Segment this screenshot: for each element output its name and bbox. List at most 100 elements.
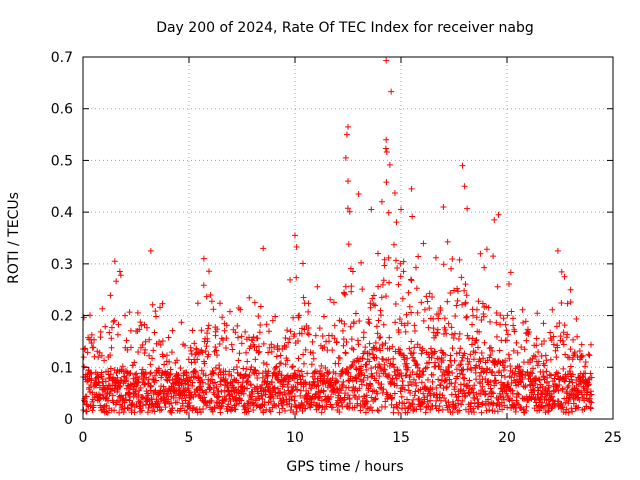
data-point	[296, 372, 303, 379]
data-point	[545, 382, 552, 389]
data-point	[471, 400, 478, 407]
data-point	[476, 372, 483, 379]
data-point	[454, 285, 461, 292]
data-point	[429, 294, 436, 301]
data-point	[233, 363, 240, 370]
data-point	[397, 273, 404, 280]
data-point	[249, 337, 256, 344]
data-point	[362, 409, 369, 416]
data-point	[555, 387, 562, 394]
data-point	[397, 260, 404, 267]
data-point	[464, 205, 471, 212]
data-point	[570, 336, 577, 343]
data-point	[474, 396, 481, 403]
data-point	[282, 407, 289, 414]
data-point	[407, 276, 414, 283]
data-point	[502, 321, 509, 328]
data-point	[83, 408, 90, 415]
data-point	[204, 338, 211, 345]
data-point	[536, 407, 543, 414]
data-point	[358, 371, 365, 378]
data-point	[131, 409, 138, 416]
data-point	[96, 349, 103, 356]
data-point	[205, 322, 212, 329]
data-point	[567, 346, 574, 353]
data-point	[377, 384, 384, 391]
data-point	[219, 314, 226, 321]
data-point	[346, 405, 353, 412]
data-point	[366, 358, 373, 365]
data-point	[449, 409, 456, 416]
data-point	[514, 390, 521, 397]
data-point	[98, 369, 105, 376]
data-point	[207, 291, 214, 298]
data-point	[300, 383, 307, 390]
data-point	[277, 379, 284, 386]
data-point	[555, 370, 562, 377]
data-point	[481, 264, 488, 271]
data-point	[543, 357, 550, 364]
data-point	[358, 259, 365, 266]
data-point	[268, 348, 275, 355]
data-point	[260, 409, 267, 416]
data-point	[143, 324, 150, 331]
data-point	[420, 317, 427, 324]
data-point	[305, 300, 312, 307]
data-point	[132, 388, 139, 395]
data-point	[449, 345, 456, 352]
data-point	[205, 325, 212, 332]
data-point	[198, 367, 205, 374]
data-point	[308, 385, 315, 392]
data-point	[504, 404, 511, 411]
data-point	[536, 377, 543, 384]
data-point	[243, 379, 250, 386]
data-point	[493, 319, 500, 326]
data-point	[417, 406, 424, 413]
data-point	[236, 396, 243, 403]
data-point	[368, 394, 375, 401]
data-point	[205, 268, 212, 275]
data-point	[141, 321, 148, 328]
data-point	[293, 274, 300, 281]
data-point	[401, 322, 408, 329]
data-point	[496, 368, 503, 375]
data-point	[213, 383, 220, 390]
data-point	[473, 362, 480, 369]
data-point	[149, 355, 156, 362]
data-point	[294, 386, 301, 393]
data-point	[444, 298, 451, 305]
data-point	[424, 298, 431, 305]
data-point	[359, 286, 366, 293]
data-point	[175, 382, 182, 389]
data-point	[233, 401, 240, 408]
data-point	[501, 402, 508, 409]
data-point	[168, 349, 175, 356]
data-point	[215, 388, 222, 395]
data-point	[432, 402, 439, 409]
data-point	[226, 368, 233, 375]
data-point	[151, 388, 158, 395]
data-point	[418, 350, 425, 357]
data-point	[500, 315, 507, 322]
data-point	[461, 375, 468, 382]
data-point	[563, 406, 570, 413]
data-point	[244, 377, 251, 384]
data-point	[421, 396, 428, 403]
data-point	[466, 377, 473, 384]
data-point	[342, 390, 349, 397]
data-point	[289, 363, 296, 370]
data-point	[531, 381, 538, 388]
data-point	[225, 401, 232, 408]
data-point	[120, 409, 127, 416]
data-point	[521, 409, 528, 416]
data-point	[427, 406, 434, 413]
data-point	[463, 292, 470, 299]
data-point	[329, 404, 336, 411]
data-point	[299, 373, 306, 380]
data-point	[154, 400, 161, 407]
data-point	[173, 357, 180, 364]
data-point	[345, 241, 352, 248]
data-point	[547, 356, 554, 363]
data-point	[487, 352, 494, 359]
data-point	[148, 383, 155, 390]
